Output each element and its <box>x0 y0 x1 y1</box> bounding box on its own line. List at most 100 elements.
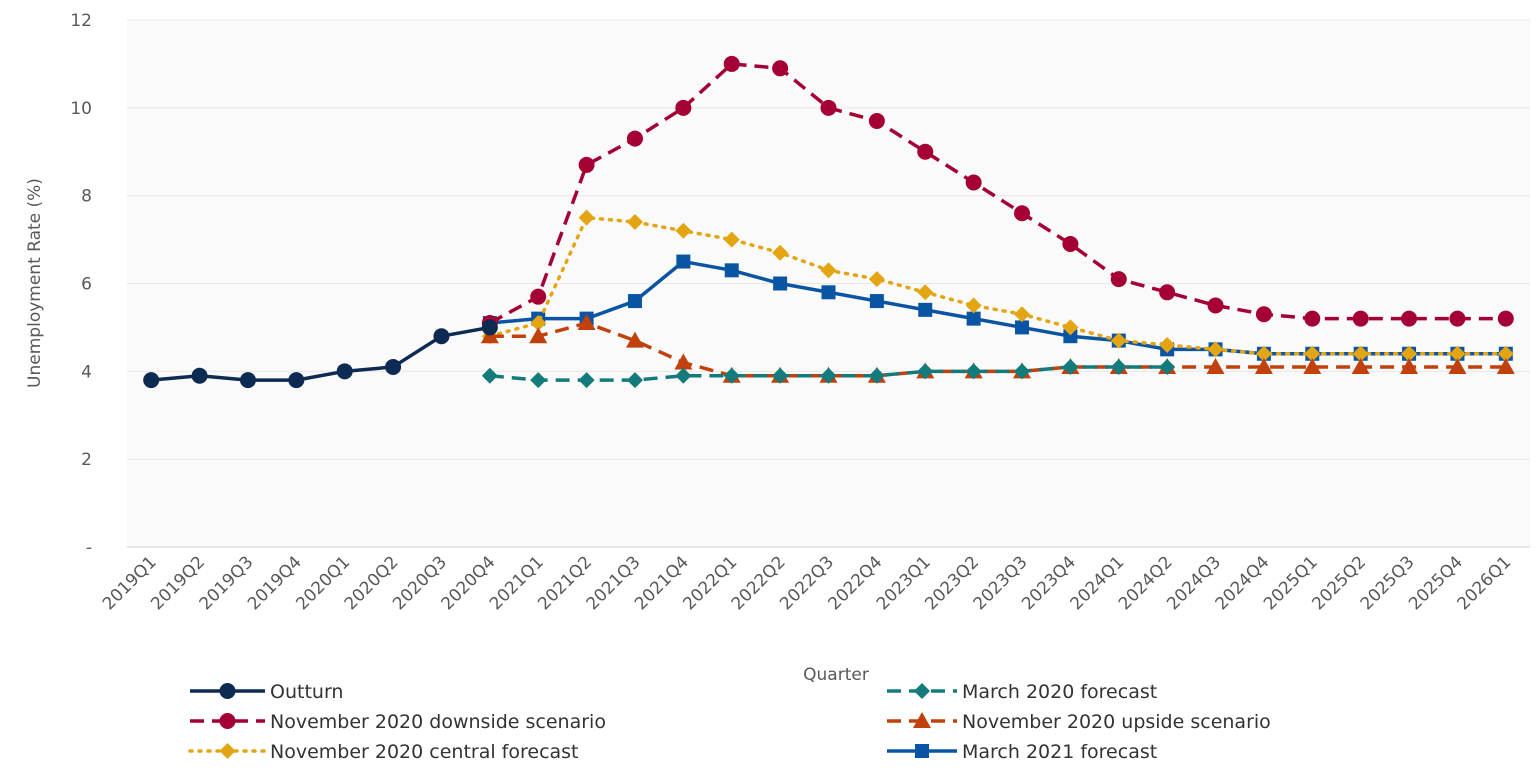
data-point <box>1351 357 1370 374</box>
data-point <box>868 367 885 384</box>
data-point <box>529 327 548 344</box>
data-point <box>676 254 691 269</box>
data-point <box>1159 358 1176 375</box>
data-point <box>481 367 498 384</box>
legend-label: November 2020 central forecast <box>270 741 579 763</box>
data-point <box>966 311 981 326</box>
data-point <box>143 372 160 389</box>
data-point <box>869 294 884 309</box>
series-line <box>489 62 1506 325</box>
data-point <box>675 367 692 384</box>
data-point <box>723 367 740 384</box>
data-point <box>1352 345 1369 362</box>
y-tick-label: 10 <box>70 99 92 119</box>
data-point <box>1254 357 1273 374</box>
data-point <box>191 367 208 384</box>
data-point <box>675 222 692 239</box>
series-line <box>488 215 1508 356</box>
data-point <box>1401 345 1418 362</box>
data-point <box>336 363 353 380</box>
data-point <box>626 130 643 147</box>
data-point <box>1014 363 1031 380</box>
data-point <box>530 315 547 332</box>
y-tick-label: 12 <box>70 11 92 31</box>
data-point <box>1159 284 1176 301</box>
data-point <box>481 319 498 336</box>
data-point <box>1014 205 1031 222</box>
data-point <box>577 314 596 331</box>
data-point <box>1062 319 1079 336</box>
data-point <box>724 263 739 278</box>
data-point <box>917 143 934 160</box>
data-point <box>1207 341 1224 358</box>
data-point <box>578 156 595 173</box>
data-point <box>1110 271 1127 288</box>
data-point <box>723 55 740 72</box>
legend-item: November 2020 downside scenario <box>190 711 606 733</box>
legend-item: November 2020 upside scenario <box>887 711 1271 733</box>
data-point <box>530 288 547 305</box>
data-point <box>1015 320 1030 335</box>
x-axis-title: Quarter <box>803 665 869 685</box>
legend-marker <box>915 744 929 758</box>
data-point <box>626 214 643 231</box>
data-point <box>917 284 934 301</box>
data-point <box>1497 345 1514 362</box>
data-point <box>772 244 789 261</box>
data-point <box>772 60 789 77</box>
legend-marker <box>219 743 236 759</box>
series-line <box>151 325 491 382</box>
data-point <box>772 367 789 384</box>
y-tick-label: 8 <box>81 187 92 207</box>
data-point <box>820 99 837 116</box>
y-tick-label: 6 <box>81 275 92 295</box>
data-point <box>1110 332 1127 349</box>
data-point <box>1449 345 1466 362</box>
legend-marker <box>913 712 931 728</box>
legend-item: November 2020 central forecast <box>188 741 579 763</box>
data-point <box>625 331 644 348</box>
legend-label: November 2020 downside scenario <box>270 711 606 733</box>
legend-label: Outturn <box>270 681 343 703</box>
data-point <box>965 363 982 380</box>
data-point <box>385 358 402 375</box>
data-point <box>1304 310 1321 327</box>
data-point <box>965 297 982 314</box>
data-point <box>917 363 934 380</box>
legend-label: March 2021 forecast <box>962 741 1157 763</box>
data-point <box>239 372 256 389</box>
legend-item: March 2021 forecast <box>887 741 1157 763</box>
legend-item: Outturn <box>190 681 343 703</box>
data-point <box>965 174 982 191</box>
data-point <box>868 113 885 130</box>
legend-item: March 2020 forecast <box>887 681 1157 703</box>
y-axis-title: Unemployment Rate (%) <box>25 178 45 388</box>
data-point <box>1207 297 1224 314</box>
legend-marker <box>914 683 930 699</box>
legend-marker <box>219 683 236 699</box>
data-point <box>723 231 740 248</box>
data-point <box>1255 345 1272 362</box>
data-point <box>1159 336 1176 353</box>
data-point <box>627 294 642 309</box>
data-point <box>918 302 933 317</box>
data-point <box>868 271 885 288</box>
data-point <box>578 372 595 389</box>
data-point <box>1497 310 1514 327</box>
data-point <box>1062 358 1079 375</box>
data-point <box>1401 310 1418 327</box>
data-point <box>820 367 837 384</box>
data-point <box>1449 310 1466 327</box>
data-point <box>1400 357 1419 374</box>
data-point <box>578 209 595 226</box>
data-point <box>773 276 788 291</box>
data-point <box>1255 306 1272 323</box>
legend-label: March 2020 forecast <box>962 681 1157 703</box>
data-point <box>1448 357 1467 374</box>
data-point <box>1063 329 1078 344</box>
data-point <box>674 353 693 370</box>
data-point <box>1014 306 1031 323</box>
x-tick-label: 2026Q1 <box>1453 552 1515 614</box>
series-line <box>489 259 1506 356</box>
